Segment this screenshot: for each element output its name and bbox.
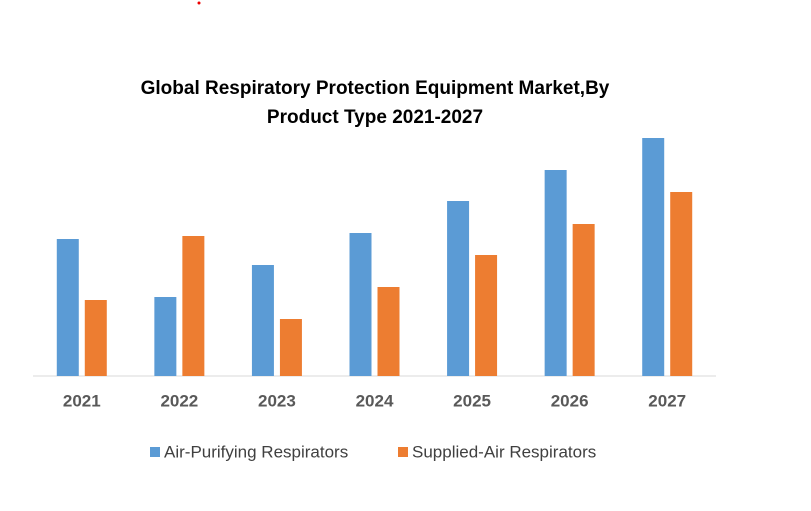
bar	[642, 138, 665, 376]
legend-label: Air-Purifying Respirators	[164, 442, 348, 461]
x-tick-label: 2021	[63, 391, 101, 410]
bar	[377, 287, 400, 376]
x-tick-label: 2023	[258, 391, 296, 410]
bar	[251, 265, 274, 376]
decoration-dot	[197, 1, 201, 5]
chart-title: Global Respiratory Protection Equipment …	[140, 78, 610, 128]
x-tick-label: 2025	[453, 391, 491, 410]
x-tick-label: 2027	[648, 391, 686, 410]
bar	[475, 255, 498, 376]
bar	[154, 297, 177, 376]
bar	[670, 192, 693, 376]
bar	[349, 233, 372, 376]
bar	[279, 319, 302, 376]
legend-swatch	[150, 447, 160, 457]
x-tick-label: 2026	[551, 391, 589, 410]
bar	[447, 201, 470, 376]
x-tick-label: 2022	[160, 391, 198, 410]
legend-swatch	[398, 447, 408, 457]
legend-label: Supplied-Air Respirators	[412, 442, 596, 461]
bar	[182, 236, 205, 376]
bar	[572, 224, 595, 376]
bar	[56, 239, 79, 376]
x-tick-label: 2024	[356, 391, 394, 410]
bar	[544, 170, 567, 376]
bar	[84, 300, 107, 376]
